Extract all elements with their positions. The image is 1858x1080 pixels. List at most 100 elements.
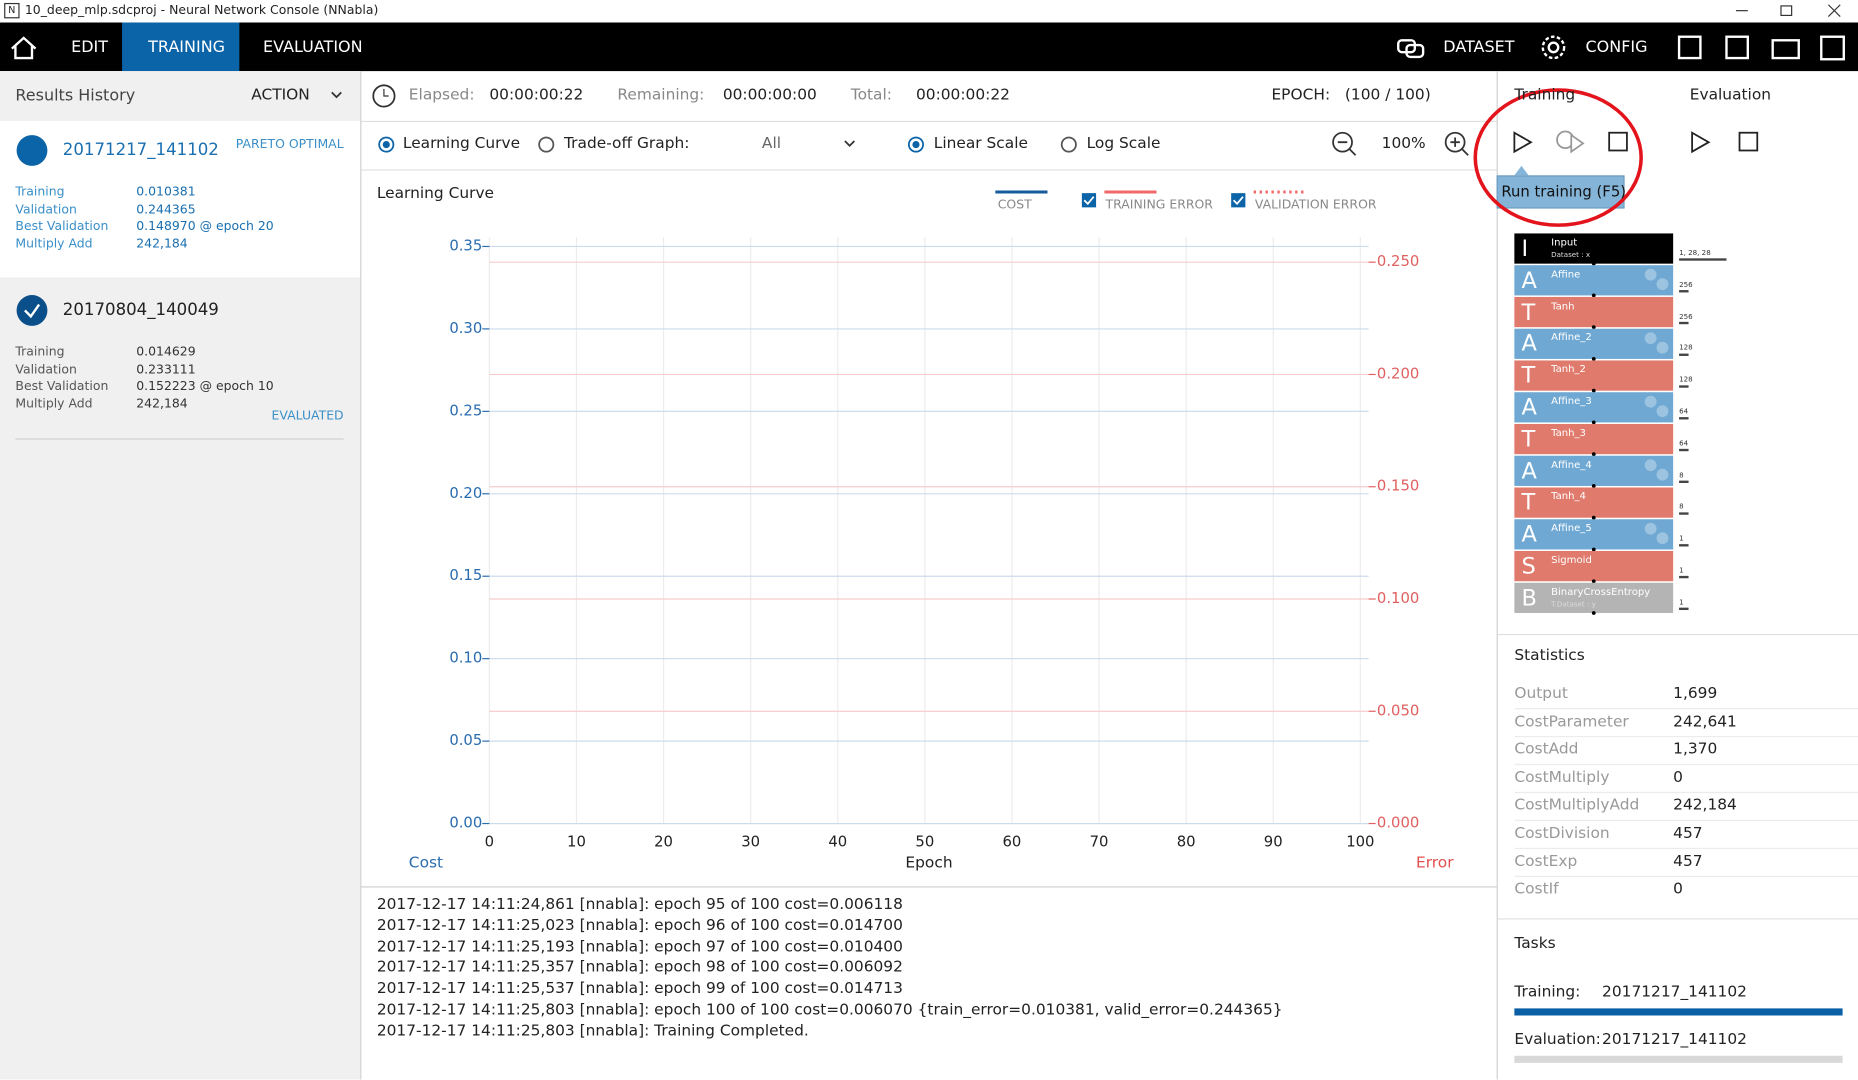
zoom-in[interactable] [1444, 131, 1466, 153]
size-bar [1679, 512, 1689, 515]
dropdown-chevron[interactable] [844, 140, 855, 148]
y2-tick-label: 0.200 [1377, 365, 1419, 382]
filter-select[interactable]: All [761, 135, 782, 153]
x-tick-label: 90 [1264, 833, 1283, 850]
status-label: Elapsed: [408, 86, 475, 105]
node-letter: A [1521, 394, 1537, 421]
stat-value: 1,370 [1673, 740, 1718, 759]
result-status: PARETO OPTIMAL [235, 137, 344, 152]
result-marker[interactable] [16, 295, 48, 326]
legend-label: COST [997, 197, 1032, 213]
nav-tab[interactable]: EDIT [71, 37, 109, 57]
run-training[interactable] [1513, 131, 1533, 154]
nav-config[interactable]: CONFIG [1585, 37, 1648, 57]
toolbox-icon[interactable] [1771, 39, 1800, 60]
connector [1591, 357, 1596, 361]
stat-key: CostIf [1514, 880, 1559, 899]
x-tick-label: 80 [1177, 833, 1196, 850]
stop-training[interactable] [1608, 131, 1628, 152]
radio[interactable] [907, 136, 924, 153]
stop-evaluation[interactable] [1738, 131, 1759, 152]
stat-value: 0 [1673, 768, 1683, 787]
size-bar [1679, 417, 1689, 420]
status-label: Remaining: [617, 86, 705, 105]
zoom-out[interactable] [1332, 131, 1353, 153]
divider [360, 71, 362, 1080]
close[interactable] [1827, 4, 1841, 18]
y2-axis-label: Error [1416, 854, 1454, 873]
network-node [1514, 487, 1674, 518]
zoom-out [1337, 141, 1357, 156]
node-size: 8 [1679, 471, 1684, 480]
param-icon [1644, 522, 1657, 535]
radio-label[interactable]: Log Scale [1086, 135, 1161, 153]
x-tick-label: 10 [567, 833, 586, 850]
stat-key: CostDivision [1514, 824, 1610, 843]
y-tick-label: 0.25 [449, 402, 482, 419]
node-size: 1 [1679, 566, 1684, 575]
restore[interactable] [1780, 5, 1793, 16]
radio-label[interactable]: Linear Scale [933, 135, 1028, 153]
result-card [0, 120, 361, 278]
network-node [1514, 582, 1674, 613]
resume-training [1570, 133, 1585, 154]
param-icon [1644, 332, 1657, 345]
save-as-icon[interactable] [1725, 35, 1749, 60]
result-key: Training [15, 184, 65, 200]
radio-dot [912, 141, 920, 149]
node-size: 128 [1679, 375, 1693, 385]
node-size: 256 [1679, 312, 1693, 321]
stat-value: 0 [1673, 880, 1683, 899]
run-evaluation[interactable] [1691, 131, 1711, 154]
node-letter: B [1521, 585, 1537, 612]
evaluation-progress [1514, 1055, 1843, 1063]
config-icon[interactable] [1541, 35, 1566, 60]
radio-label[interactable]: Learning Curve [402, 135, 521, 153]
node-letter: T [1521, 489, 1536, 516]
radio-label[interactable]: Trade-off Graph: [564, 135, 690, 153]
divider [361, 169, 1497, 171]
active-tab-bg [122, 22, 240, 72]
radio[interactable] [538, 136, 555, 153]
param-icon [1644, 459, 1657, 472]
action-menu[interactable]: ACTION [251, 86, 310, 105]
result-value: 242,184 [136, 397, 188, 412]
nav-tab[interactable]: EVALUATION [263, 37, 363, 57]
result-name[interactable]: 20171217_141102 [62, 141, 219, 160]
radio[interactable] [378, 136, 395, 153]
status-value: 00:00:00:22 [489, 86, 584, 105]
node-size: 256 [1679, 280, 1693, 289]
result-marker[interactable] [16, 135, 48, 166]
training-progress [1514, 1008, 1843, 1016]
nav-tab[interactable]: TRAINING [148, 37, 226, 57]
check [24, 303, 41, 319]
x-tick-label: 100 [1346, 833, 1374, 850]
home-icon[interactable] [11, 36, 37, 60]
dropdown-chevron[interactable] [331, 91, 342, 99]
nav-dataset[interactable]: DATASET [1443, 37, 1515, 57]
y2-tick-label: 0.000 [1377, 815, 1419, 832]
size-bar [1679, 544, 1689, 547]
legend-check [1083, 196, 1095, 206]
size-bar [1679, 290, 1689, 293]
radio[interactable] [1060, 136, 1077, 153]
stat-key: CostExp [1514, 852, 1578, 871]
stat-key: CostMultiplyAdd [1514, 796, 1640, 815]
network-node [1514, 360, 1674, 391]
dataset-icon [1405, 43, 1425, 59]
y-tick-label: 0.05 [449, 732, 482, 749]
expand-icon[interactable] [1820, 35, 1845, 61]
result-status: EVALUATED [271, 408, 344, 424]
size-bar [1679, 607, 1689, 611]
x-axis-label: Epoch [905, 854, 953, 873]
log-line: 2017-12-17 14:11:25,803 [nnabla]: Traini… [376, 1022, 809, 1041]
log-line: 2017-12-17 14:11:24,861 [nnabla]: epoch … [376, 895, 903, 914]
save-icon[interactable] [1677, 35, 1702, 60]
connector [1591, 452, 1596, 457]
radio-dot [382, 141, 390, 149]
result-name[interactable]: 20170804_140049 [62, 300, 219, 320]
window-title: 10_deep_mlp.sdcproj - Neural Network Con… [24, 3, 379, 18]
node-sublabel: T.Dataset : y [1551, 600, 1596, 609]
param-icon [1656, 278, 1669, 291]
result-key: Validation [15, 202, 77, 217]
